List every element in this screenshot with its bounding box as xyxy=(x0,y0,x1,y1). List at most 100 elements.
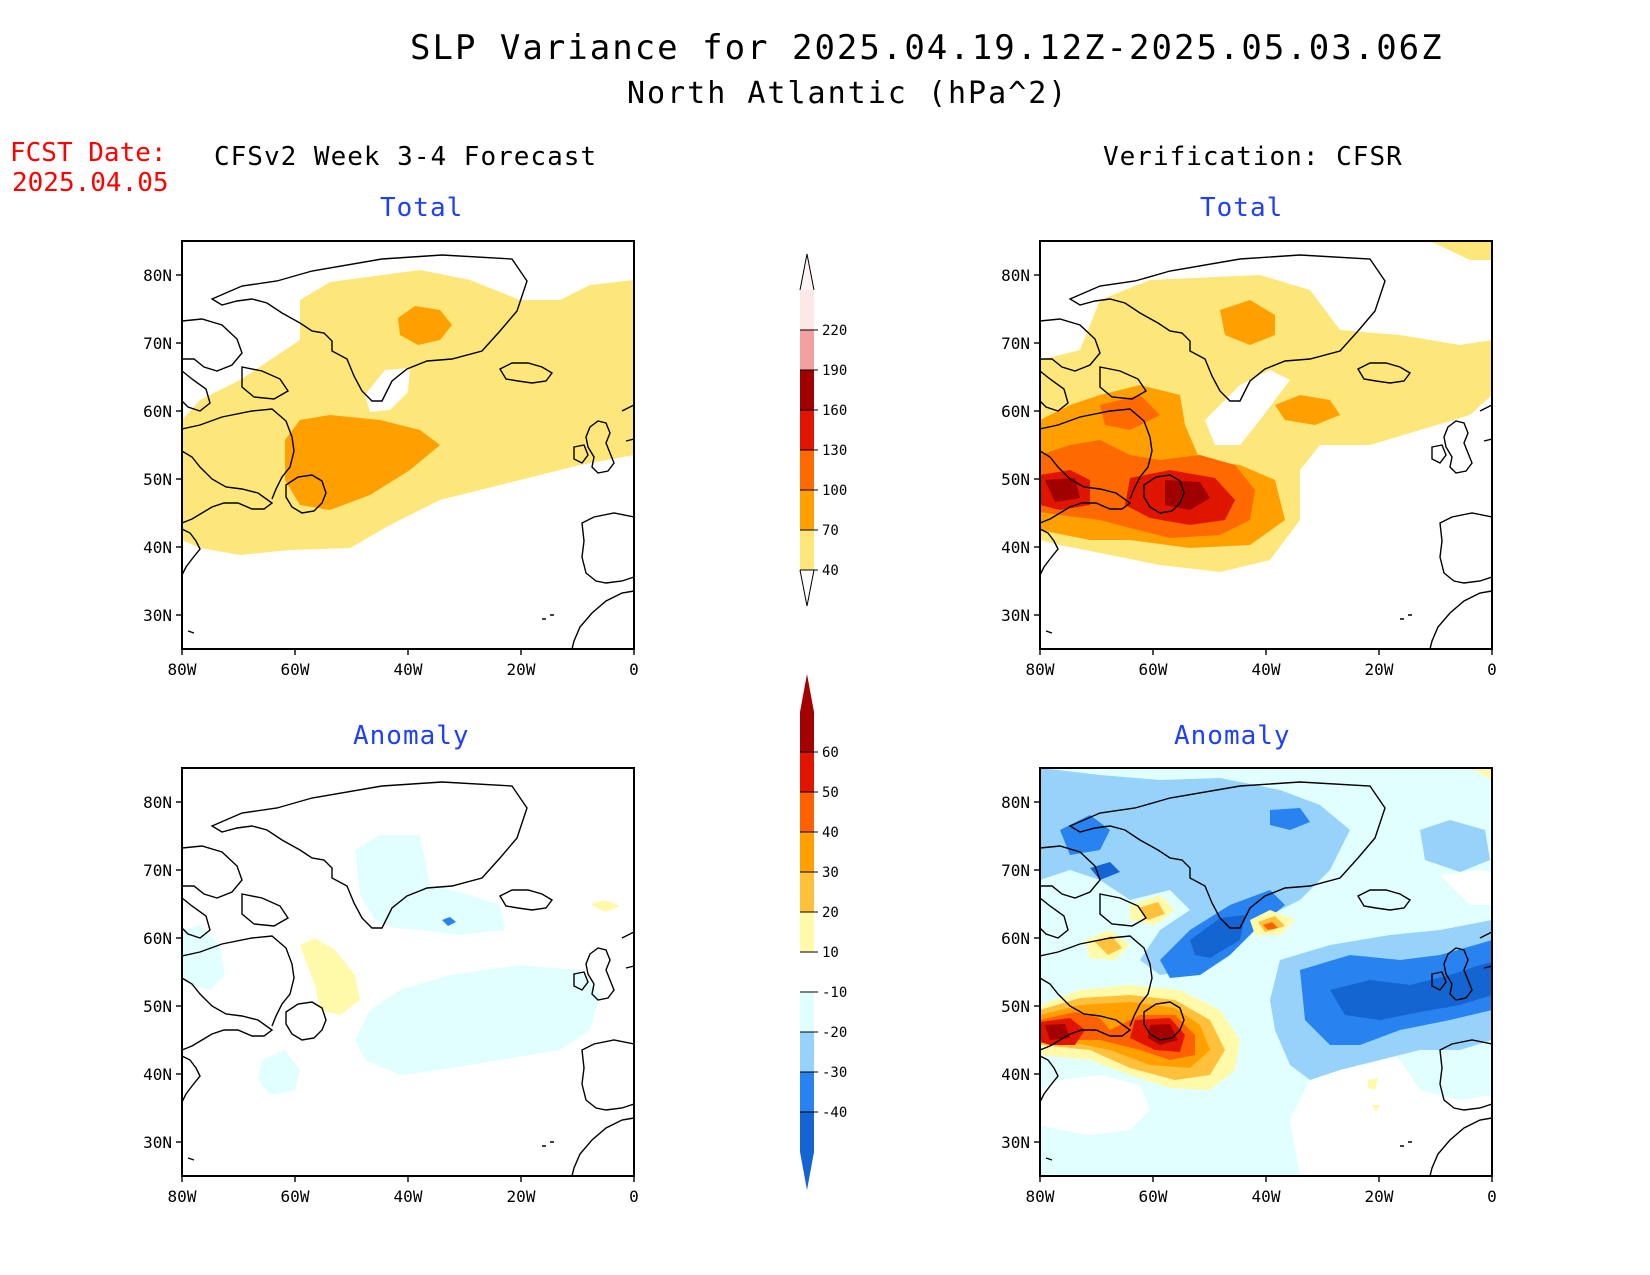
main-title-line2: North Atlantic (hPa^2) xyxy=(627,76,1069,111)
colorbar-label: 70 xyxy=(822,523,839,539)
lat-tick-label: 80N xyxy=(1001,266,1030,285)
lon-tick-label: 0 xyxy=(629,660,639,679)
column-title-verification: Verification: CFSR xyxy=(1103,142,1403,172)
lat-tick-label: 60N xyxy=(143,929,172,948)
colorbar-label: 60 xyxy=(822,745,839,761)
contour-160-190 xyxy=(1045,478,1210,510)
colorbar-lower-arrow xyxy=(799,569,815,607)
contour-10-20 xyxy=(300,938,360,1015)
panel-title-forecast-total: Total xyxy=(380,193,464,223)
colorbar-segment xyxy=(800,712,814,752)
lon-tick-label: 60W xyxy=(1139,660,1168,679)
colorbar-segment xyxy=(800,1112,814,1152)
colorbar-label: 100 xyxy=(822,483,847,499)
lat-tick-label: 60N xyxy=(143,402,172,421)
panel-title-forecast-anomaly: Anomaly xyxy=(353,721,470,751)
lon-tick-label: 20W xyxy=(507,1187,536,1206)
colorbar-segment xyxy=(800,872,814,912)
colorbar-segment xyxy=(800,290,814,330)
colorbar-segment xyxy=(800,450,814,490)
main-title-line1: SLP Variance for 2025.04.19.12Z-2025.05.… xyxy=(410,28,1444,68)
lat-tick-label: 40N xyxy=(143,1065,172,1084)
colorbar-segment xyxy=(800,1032,814,1072)
lat-tick-label: 80N xyxy=(1001,793,1030,812)
colorbar-segment xyxy=(800,370,814,410)
colorbar-anomaly: -40 -30 -20 -10 10 20 30 40 50 60 xyxy=(800,674,847,1190)
colorbar-segment xyxy=(800,912,814,952)
colorbar-label: 40 xyxy=(822,825,839,841)
colorbar-segment xyxy=(800,952,814,992)
colorbar-label: 220 xyxy=(822,323,847,339)
colorbar-label: 50 xyxy=(822,785,839,801)
lat-tick-label: 50N xyxy=(143,997,172,1016)
lon-tick-label: 20W xyxy=(507,660,536,679)
contour-50-60 xyxy=(1040,1018,1185,1052)
colorbar-segment xyxy=(800,752,814,792)
colorbar-upper-arrow xyxy=(799,253,815,291)
lat-tick-label: 40N xyxy=(1001,1065,1030,1084)
colorbar-segment xyxy=(800,490,814,530)
panel-title-verification-anomaly: Anomaly xyxy=(1174,721,1291,751)
lon-tick-label: 80W xyxy=(1026,660,1055,679)
lon-tick-label: 0 xyxy=(1487,660,1497,679)
colorbar-label: -30 xyxy=(822,1065,847,1081)
lat-tick-label: 70N xyxy=(1001,334,1030,353)
colorbar-label: 10 xyxy=(822,945,839,961)
lat-tick-label: 60N xyxy=(1001,402,1030,421)
column-title-forecast: CFSv2 Week 3-4 Forecast xyxy=(214,142,598,172)
lat-tick-label: 50N xyxy=(1001,470,1030,489)
lon-tick-label: 60W xyxy=(281,660,310,679)
panel-verification-total xyxy=(1039,240,1493,650)
panel-forecast-total xyxy=(181,240,635,650)
contour-neg10-neg20 xyxy=(355,835,505,935)
colorbar-segment xyxy=(800,1072,814,1112)
lon-tick-label: 40W xyxy=(394,660,423,679)
lon-tick-label: 40W xyxy=(1252,660,1281,679)
panel-verification-anomaly xyxy=(1039,767,1493,1177)
lon-tick-label: 0 xyxy=(629,1187,639,1206)
panel-forecast-anomaly xyxy=(181,767,635,1177)
lat-tick-label: 70N xyxy=(143,334,172,353)
lat-tick-label: 50N xyxy=(143,470,172,489)
colorbar-label: -40 xyxy=(822,1105,847,1121)
lat-tick-label: 80N xyxy=(143,793,172,812)
colorbar-segment xyxy=(800,410,814,450)
axes-layer: 80W 60W 40W 20W 0 30N 40N 50N 60N 70N 80N 80W 60W 40W… xyxy=(143,266,1497,1206)
colorbar-segment xyxy=(800,792,814,832)
contour-neg30-neg40 xyxy=(1330,962,1492,1020)
lat-tick-label: 30N xyxy=(1001,1133,1030,1152)
lat-tick-label: 70N xyxy=(1001,861,1030,880)
lat-tick-label: 30N xyxy=(1001,606,1030,625)
lat-tick-label: 30N xyxy=(143,1133,172,1152)
lon-tick-label: 80W xyxy=(1026,1187,1055,1206)
lat-tick-label: 30N xyxy=(143,606,172,625)
lon-tick-label: 60W xyxy=(1139,1187,1168,1206)
lon-tick-label: 20W xyxy=(1365,660,1394,679)
colorbar-segment xyxy=(800,992,814,1032)
panel-title-verification-total: Total xyxy=(1200,193,1284,223)
colorbar-label: 20 xyxy=(822,905,839,921)
lat-tick-label: 40N xyxy=(1001,538,1030,557)
colorbar-segment xyxy=(800,330,814,370)
colorbar-label: 130 xyxy=(822,443,847,459)
lat-tick-label: 50N xyxy=(1001,997,1030,1016)
lon-tick-label: 60W xyxy=(281,1187,310,1206)
lat-tick-label: 40N xyxy=(143,538,172,557)
colorbar-lower-arrow xyxy=(800,1152,814,1190)
fcst-date-label: FCST Date: xyxy=(10,138,167,168)
colorbar-label: -10 xyxy=(822,985,847,1001)
colorbar-label: -20 xyxy=(822,1025,847,1041)
lon-tick-label: 0 xyxy=(1487,1187,1497,1206)
lat-tick-label: 60N xyxy=(1001,929,1030,948)
lon-tick-label: 40W xyxy=(394,1187,423,1206)
lon-tick-label: 80W xyxy=(168,1187,197,1206)
colorbar-total: 40 70 100 130 160 190 220 xyxy=(799,253,847,607)
lon-tick-label: 20W xyxy=(1365,1187,1394,1206)
colorbar-label: 30 xyxy=(822,865,839,881)
lon-tick-label: 40W xyxy=(1252,1187,1281,1206)
lat-tick-label: 80N xyxy=(143,266,172,285)
colorbar-upper-arrow xyxy=(800,674,814,712)
contour-70-100-greenland xyxy=(398,306,452,345)
colorbar-label: 160 xyxy=(822,403,847,419)
